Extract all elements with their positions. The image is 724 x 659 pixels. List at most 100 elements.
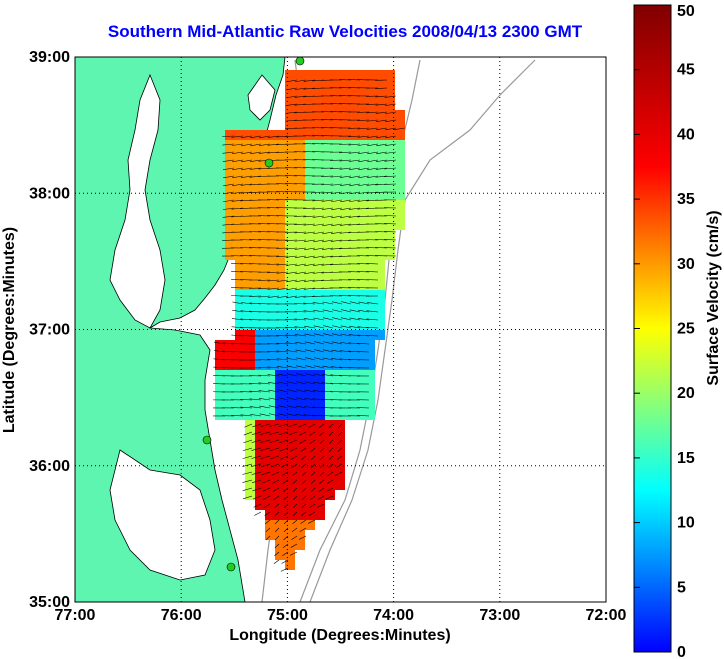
velocity-cell	[285, 120, 295, 130]
velocity-vector	[259, 405, 271, 409]
velocity-cell	[235, 310, 245, 320]
velocity-cell	[275, 360, 285, 370]
velocity-vector	[276, 255, 289, 258]
velocity-cell	[255, 320, 265, 330]
velocity-cell	[315, 340, 325, 350]
velocity-cell	[255, 350, 265, 360]
velocity-cell	[345, 280, 355, 290]
velocity-vector	[286, 87, 298, 91]
velocity-vector	[292, 495, 298, 501]
velocity-cell	[275, 250, 285, 260]
velocity-vector	[274, 551, 280, 557]
velocity-cell	[385, 150, 395, 160]
velocity-vector	[303, 406, 316, 409]
velocity-vector	[393, 127, 406, 130]
velocity-vector	[367, 151, 379, 155]
velocity-vector	[340, 341, 352, 345]
velocity-vector	[330, 167, 343, 170]
velocity-cell	[355, 240, 365, 250]
lat-tick-label: 35:00	[29, 594, 70, 611]
velocity-vector	[337, 431, 343, 437]
velocity-cell	[295, 440, 305, 450]
velocity-cell	[335, 100, 345, 110]
velocity-cell	[355, 320, 365, 330]
velocity-cell	[245, 340, 255, 350]
velocity-vector	[331, 199, 343, 203]
velocity-cell	[295, 170, 305, 180]
velocity-cell	[245, 290, 255, 300]
velocity-vector	[285, 119, 298, 122]
velocity-cell	[275, 420, 285, 430]
velocity-cell	[355, 220, 365, 230]
velocity-cell	[285, 240, 295, 250]
velocity-cell	[345, 130, 355, 140]
velocity-cell	[375, 220, 385, 230]
velocity-cell	[355, 230, 365, 240]
velocity-cell	[395, 150, 405, 160]
velocity-vector	[231, 263, 244, 265]
velocity-cell	[335, 250, 345, 260]
velocity-cell	[265, 240, 275, 250]
velocity-vector	[330, 111, 343, 113]
velocity-cell	[375, 150, 385, 160]
velocity-cell	[345, 230, 355, 240]
velocity-cell	[235, 210, 245, 220]
velocity-cell	[245, 240, 255, 250]
velocity-cell	[315, 80, 325, 90]
velocity-cell	[345, 210, 355, 220]
velocity-vector	[312, 207, 325, 210]
velocity-vector	[323, 341, 334, 345]
velocity-cell	[345, 80, 355, 90]
velocity-vector	[309, 495, 316, 501]
velocity-vector	[270, 463, 280, 468]
velocity-cell	[225, 240, 235, 250]
velocity-vector	[240, 255, 253, 257]
velocity-cell	[375, 110, 385, 120]
velocity-vector	[282, 487, 289, 493]
lat-tick-labels: 39:00 38:00 37:00 36:00 35:00	[29, 49, 70, 611]
velocity-cell	[305, 450, 315, 460]
velocity-vector	[358, 159, 370, 163]
velocity-vector	[357, 342, 370, 345]
velocity-cell	[375, 210, 385, 220]
velocity-vector	[339, 159, 352, 162]
velocity-cell	[285, 80, 295, 90]
velocity-vector	[286, 79, 298, 83]
velocity-vector	[241, 159, 253, 163]
velocity-vector	[249, 295, 262, 297]
velocity-cell	[345, 360, 355, 370]
velocity-vector	[260, 439, 271, 443]
velocity-cell	[225, 370, 235, 380]
velocity-cell	[295, 520, 305, 530]
velocity-cell	[335, 400, 345, 410]
velocity-cell	[275, 130, 285, 140]
velocity-cell	[275, 290, 285, 300]
velocity-vector	[313, 381, 325, 385]
velocity-cell	[285, 340, 295, 350]
velocity-vector	[319, 463, 325, 469]
velocity-cell	[235, 300, 245, 310]
velocity-vector	[231, 207, 244, 210]
velocity-vector	[258, 287, 271, 290]
velocity-cell	[315, 130, 325, 140]
velocity-vector	[384, 151, 397, 154]
velocity-cell	[225, 220, 235, 230]
velocity-cell	[295, 210, 305, 220]
velocity-cell	[375, 200, 385, 210]
velocity-vector	[267, 287, 280, 290]
velocity-vector	[321, 374, 334, 377]
velocity-cell	[245, 430, 255, 440]
velocity-cell	[365, 330, 375, 340]
velocity-cell	[385, 110, 395, 120]
velocity-vector	[251, 463, 262, 467]
velocity-cell	[335, 480, 345, 490]
velocity-vector	[294, 318, 307, 321]
velocity-cell	[285, 200, 295, 210]
velocity-vector	[278, 405, 289, 409]
velocity-vector	[276, 342, 289, 345]
velocity-cell	[385, 170, 395, 180]
velocity-vector	[291, 535, 298, 540]
velocity-cell	[225, 230, 235, 240]
velocity-cell	[265, 330, 275, 340]
velocity-vector	[299, 527, 307, 532]
